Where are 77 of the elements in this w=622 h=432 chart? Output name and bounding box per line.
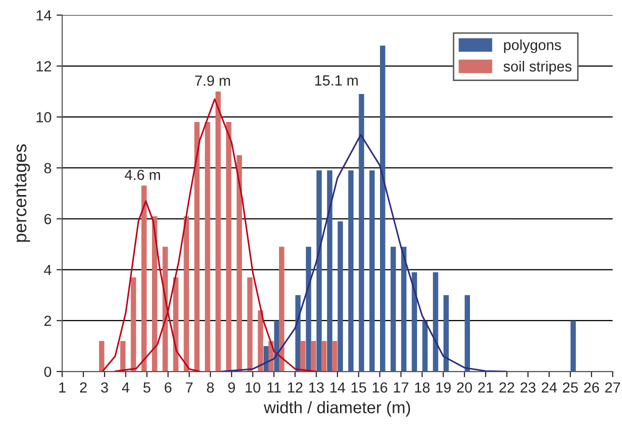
y-tick-label: 8	[44, 162, 52, 174]
bar	[162, 246, 168, 372]
x-tick-label: 23	[520, 382, 536, 393]
x-tick-label: 15	[352, 382, 366, 393]
x-tick-label: 13	[309, 382, 324, 393]
x-axis-title: width / diameter (m)	[264, 401, 410, 417]
bar	[390, 246, 396, 372]
bar	[412, 272, 418, 372]
bar	[130, 277, 136, 372]
bar	[204, 122, 210, 372]
x-tick-label: 9	[228, 382, 235, 393]
bar	[215, 91, 221, 372]
x-tick-label: 27	[605, 382, 620, 393]
annotation: 7.9 m	[195, 76, 230, 86]
x-tick-label: 7	[186, 382, 193, 393]
x-tick-label: 20	[457, 382, 472, 393]
x-tick-label: 2	[80, 382, 87, 393]
x-tick-label: 12	[288, 382, 302, 393]
x-tick-label: 16	[372, 382, 388, 393]
bar	[173, 277, 178, 372]
bar	[332, 340, 338, 372]
bar	[321, 340, 327, 372]
x-tick-label: 22	[499, 382, 514, 393]
y-axis-title: percentages	[14, 144, 30, 242]
y-tick-label: 0	[44, 366, 52, 377]
bar	[279, 246, 284, 372]
x-tick-label: 26	[584, 382, 599, 393]
y-tick-label: 6	[44, 214, 52, 224]
bar	[570, 320, 576, 372]
bar	[432, 272, 438, 372]
bar	[194, 122, 200, 372]
bar	[422, 320, 428, 372]
bar	[310, 340, 316, 372]
x-tick-label: 10	[246, 382, 260, 393]
bar	[316, 170, 322, 372]
x-tick-label: 19	[436, 382, 451, 393]
x-tick-label: 11	[267, 382, 281, 393]
bar	[358, 94, 364, 372]
x-tick-label: 21	[478, 382, 494, 393]
x-tick-label: 4	[122, 382, 130, 393]
bar	[226, 122, 232, 372]
bar	[236, 155, 242, 372]
bar	[141, 186, 147, 372]
bar	[247, 277, 253, 372]
x-tick-label: 17	[394, 382, 408, 393]
bar	[184, 216, 190, 372]
line-series	[220, 134, 508, 372]
bar	[99, 340, 104, 372]
annotation: 15.1 m	[315, 75, 358, 86]
x-tick-label: 8	[206, 382, 214, 393]
x-tick-label: 14	[330, 382, 346, 393]
y-tick-label: 12	[36, 61, 52, 72]
bar	[300, 340, 306, 372]
x-tick-label: 25	[562, 382, 578, 393]
x-tick-label: 3	[101, 382, 108, 393]
x-tick-label: 1	[59, 382, 66, 393]
legend-label: polygons	[504, 39, 561, 54]
y-tick-label: 10	[36, 112, 52, 122]
bar	[152, 216, 158, 372]
bar	[348, 170, 354, 372]
y-tick-label: 2	[44, 316, 52, 326]
x-tick-label: 18	[415, 382, 430, 393]
y-tick-label: 4	[44, 264, 52, 275]
x-tick-label: 5	[143, 382, 150, 393]
bar	[464, 295, 470, 372]
x-tick-label: 24	[542, 382, 557, 393]
legend-label: soil stripes	[504, 60, 572, 74]
bar	[338, 221, 343, 372]
y-tick-label: 14	[36, 10, 52, 20]
bar	[401, 246, 406, 372]
bar	[369, 170, 375, 372]
bar	[327, 170, 332, 372]
x-tick-label: 6	[164, 382, 172, 393]
bar	[444, 295, 449, 372]
bar	[120, 340, 126, 372]
bar	[380, 46, 386, 372]
annotation: 4.6 m	[124, 170, 160, 180]
